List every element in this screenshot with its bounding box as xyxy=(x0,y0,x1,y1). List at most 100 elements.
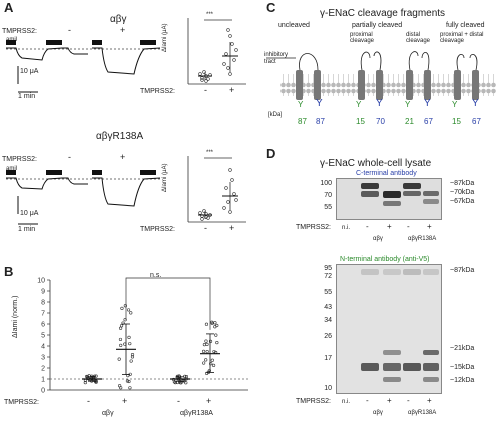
row2-current-traces xyxy=(6,170,162,225)
blot2-mw-95: 95 xyxy=(324,265,332,272)
panel-b-label: B xyxy=(4,264,14,279)
blot2-lane-1: - xyxy=(366,396,369,405)
row1-dot-plot xyxy=(187,18,246,85)
row2-dot-plot xyxy=(187,156,246,223)
row2-dot-ylabel: ΔIami (μA) xyxy=(162,163,168,192)
blot2-antibody: N-terminal antibody (anti-V5) xyxy=(340,256,430,263)
panel-b-group-1: αβγ xyxy=(102,410,114,417)
row1-current-traces xyxy=(6,40,162,93)
panel-b-data-point xyxy=(210,320,214,324)
row2-scale-current: 10 μA xyxy=(20,210,39,217)
panel-b-ytick-label: 5 xyxy=(41,333,45,340)
blot1-lane-3: - xyxy=(407,222,410,231)
blot2-band xyxy=(383,377,401,382)
blot1-mw-70: 70 xyxy=(324,192,332,199)
blot1-mw-100: 100 xyxy=(320,180,332,187)
panel-b-data-point xyxy=(205,350,209,354)
blot1-antibody: C-terminal antibody xyxy=(356,170,417,177)
panel-b-data-point xyxy=(204,358,208,362)
frag-67-c-fully: 67 xyxy=(472,117,481,126)
kda-label: [kDa] xyxy=(268,112,283,118)
panel-b-sig-bracket xyxy=(125,277,211,330)
row1-dot-xlabel: TMPRSS2: xyxy=(140,88,176,95)
y-c-3: Y xyxy=(424,98,431,109)
row1-tmprss2-label: TMPRSS2: xyxy=(2,28,38,35)
row1-plus: + xyxy=(120,25,126,35)
row2-amil-label: amil xyxy=(6,166,18,172)
blot2-mw-72: 72 xyxy=(324,273,332,280)
panel-b-ytick-label: 0 xyxy=(41,388,45,395)
panel-b-group-2: αβγR138A xyxy=(180,410,213,417)
blot2-mw-17: 17 xyxy=(324,355,332,362)
y-n-3: Y xyxy=(405,100,411,109)
row1-dot-xtick-plus: + xyxy=(229,85,235,95)
blot2-tmprss2: TMPRSS2: xyxy=(296,398,332,405)
blot2-mw-34: 34 xyxy=(324,317,332,324)
blot1-lane-ni: n.i. xyxy=(342,225,351,231)
panel-b-xtick-1: - xyxy=(87,396,90,406)
panel-b-data-point xyxy=(117,357,121,361)
panel-b-data-point xyxy=(129,311,133,315)
panel-b-xtick-4: + xyxy=(206,396,212,406)
row1-scale-current: 10 μA xyxy=(20,68,39,75)
panel-b-data-point xyxy=(207,369,211,373)
panel-b-data-point xyxy=(183,374,187,378)
state-partial-1: partially cleaved xyxy=(352,22,403,29)
blot2-mw-43: 43 xyxy=(324,304,332,311)
row2-dot-sig: *** xyxy=(206,150,214,156)
row1-minus: - xyxy=(68,25,71,35)
blot1-band xyxy=(423,191,439,196)
blot1-band xyxy=(423,199,439,204)
panel-b-data-point xyxy=(204,322,209,326)
blot2-band xyxy=(361,363,379,371)
panel-d-label: D xyxy=(266,146,276,161)
inhibitory-tract-label: inhibitory tract xyxy=(264,52,289,65)
blot1-band xyxy=(361,183,379,189)
panel-b-data-point xyxy=(128,386,132,390)
panel-b-data-point xyxy=(201,349,206,353)
frag-15-n-fully: 15 xyxy=(452,117,461,126)
panel-b-data-point xyxy=(126,308,131,312)
panel-b-ytick-label: 4 xyxy=(41,344,45,351)
blot1-group-2: αβγR138A xyxy=(408,236,437,242)
blot2-right-87: ~87kDa xyxy=(450,267,475,274)
panel-b-data-point xyxy=(212,349,216,354)
panel-b-xtick-2: + xyxy=(122,396,128,406)
blot1-right-70: ~70kDa xyxy=(450,189,475,196)
panel-b-plot: 0 1 2 3 4 5 6 7 8 9 10 xyxy=(37,277,248,395)
panel-b-data-point xyxy=(123,318,127,322)
frag-21-n-distal: 21 xyxy=(405,117,414,126)
blot1-membrane xyxy=(336,178,442,220)
blot2-mw-10: 10 xyxy=(324,385,332,392)
blot2-band xyxy=(361,269,379,275)
blot1-mw-55: 55 xyxy=(324,204,332,211)
panel-b-xtick-3: - xyxy=(177,396,180,406)
blot2-mw-55: 55 xyxy=(324,289,332,296)
frag-70-c-prox: 70 xyxy=(376,117,385,126)
blot1-band xyxy=(383,201,401,206)
panel-b-ylabel: ΔIami (norm.) xyxy=(12,295,19,338)
blot2-band xyxy=(423,377,439,382)
panel-b-data-point xyxy=(120,306,124,310)
panel-b-data-point xyxy=(205,342,209,347)
blot2-group-2: αβγR138A xyxy=(408,410,437,416)
row2-dot-xtick-plus: + xyxy=(229,223,235,233)
y-n-2: Y xyxy=(356,100,362,109)
frag-67-c-distal: 67 xyxy=(424,117,433,126)
panel-b-data-point xyxy=(214,333,218,337)
panel-b-data-point xyxy=(119,343,123,347)
row2-minus: - xyxy=(68,152,71,162)
panel-b-ytick-label: 3 xyxy=(41,355,45,362)
panel-b-ytick-label: 1 xyxy=(41,377,45,384)
panel-c-label: C xyxy=(266,0,276,15)
blot1-group-1: αβγ xyxy=(373,236,383,242)
blot2-right-12: ~12kDa xyxy=(450,377,475,384)
panel-a-label: A xyxy=(4,0,14,15)
row1-scale-time: 1 min xyxy=(18,93,36,100)
y-c-2: Y xyxy=(376,98,383,109)
panel-b-data-point xyxy=(213,321,217,325)
blot1-band xyxy=(383,191,401,198)
row2-dot-xtick-minus: - xyxy=(204,223,207,233)
panel-b-data-point xyxy=(202,342,206,347)
panel-b-data-point xyxy=(93,374,97,378)
